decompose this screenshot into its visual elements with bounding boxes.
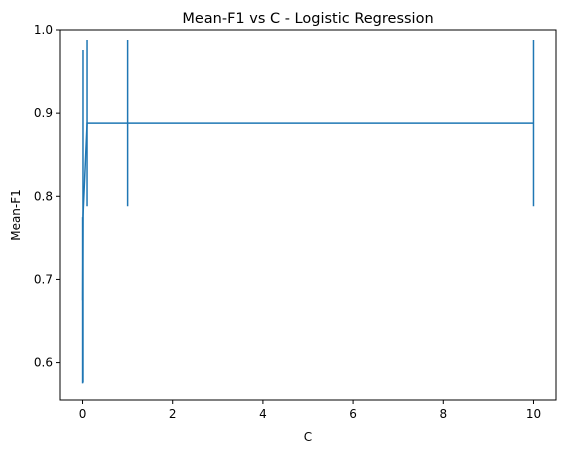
y-tick-label: 0.7 (34, 272, 53, 286)
x-tick-label: 10 (526, 407, 541, 421)
y-tick-label: 0.9 (34, 106, 53, 120)
x-axis-label: C (304, 430, 312, 444)
x-tick-label: 8 (439, 407, 447, 421)
x-tick-label: 2 (169, 407, 177, 421)
plot-area (60, 30, 556, 400)
y-tick-label: 1.0 (34, 23, 53, 37)
y-tick-label: 0.6 (34, 356, 53, 370)
chart-title: Mean-F1 vs C - Logistic Regression (182, 11, 433, 27)
x-tick-label: 6 (349, 407, 357, 421)
y-axis-label: Mean-F1 (9, 189, 23, 241)
x-tick-label: 4 (259, 407, 267, 421)
x-tick-label: 0 (79, 407, 87, 421)
y-tick-label: 0.8 (34, 189, 53, 203)
